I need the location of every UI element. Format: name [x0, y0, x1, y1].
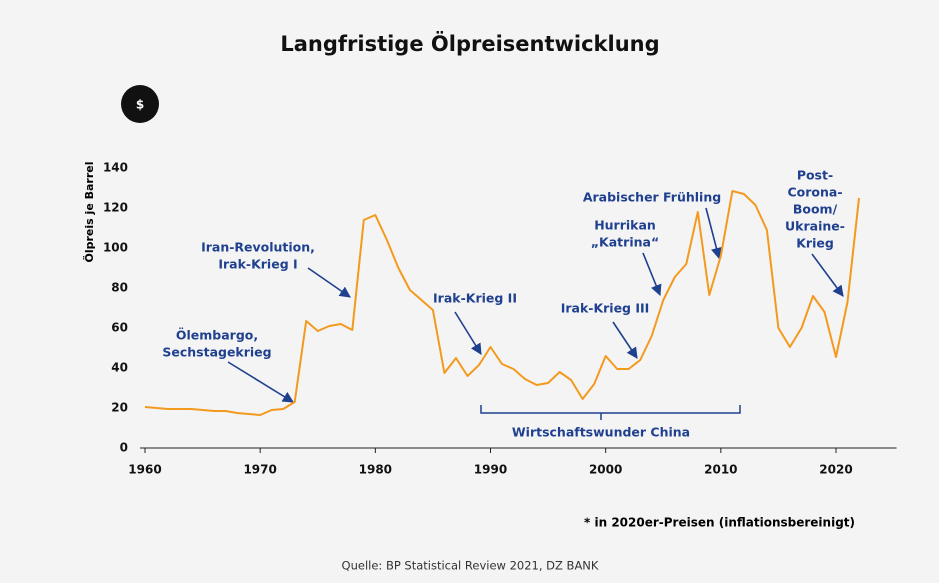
y-tick-label: 40 [111, 361, 128, 375]
arrow [227, 361, 294, 403]
annotation: „Katrina“ [591, 235, 659, 250]
icon-circle [121, 85, 159, 123]
annotation: Iran-Revolution, [201, 240, 315, 255]
x-tick-label: 1980 [359, 463, 392, 477]
arrow [642, 252, 662, 297]
annotation: Post- [797, 168, 833, 183]
annotation: Ukraine- [785, 219, 845, 234]
y-tick-label: 100 [103, 241, 128, 255]
icon-text: $ [136, 98, 144, 112]
arrow [612, 321, 638, 359]
x-tick-label: 1960 [128, 463, 161, 477]
y-tick-label: 80 [111, 281, 128, 295]
annotation: Irak-Krieg III [561, 301, 650, 316]
arrow [454, 311, 482, 355]
annotation: Sechstagekrieg [162, 345, 271, 360]
x-tick-label: 2020 [819, 463, 852, 477]
arrow [811, 253, 844, 297]
chart-title: Langfristige Ölpreisentwicklung [280, 31, 659, 56]
data-line [144, 190, 860, 416]
bracket-label: Wirtschaftswunder China [512, 425, 690, 440]
annotation: Corona- [787, 185, 842, 200]
annotation: Irak-Krieg I [218, 257, 297, 272]
bracket [480, 405, 741, 420]
x-tick-label: 2010 [704, 463, 737, 477]
y-tick-label: 20 [111, 401, 128, 415]
source: Quelle: BP Statistical Review 2021, DZ B… [342, 559, 599, 573]
annotation: Ölembargo, [176, 328, 258, 343]
y-tick-label: 140 [103, 161, 128, 175]
annotation: Hurrikan [594, 218, 656, 233]
x-tick-label: 2000 [589, 463, 622, 477]
arrow [307, 267, 351, 298]
y-tick-label: 120 [103, 201, 128, 215]
x-tick-label: 1970 [243, 463, 276, 477]
annotation: Boom/ [793, 202, 838, 217]
annotation: Krieg [796, 236, 834, 251]
annotation: Arabischer Frühling [583, 190, 721, 205]
arrows [227, 207, 844, 403]
y-axis-label: Ölpreis je Barrel [82, 162, 96, 263]
x-tick-label: 1990 [474, 463, 507, 477]
y-tick-label: 0 [120, 441, 128, 455]
arrow [705, 207, 722, 260]
annotation: Irak-Krieg II [433, 291, 517, 306]
footnote: * in 2020er-Preisen (inflationsbereinigt… [584, 516, 855, 530]
y-tick-label: 60 [111, 321, 128, 335]
